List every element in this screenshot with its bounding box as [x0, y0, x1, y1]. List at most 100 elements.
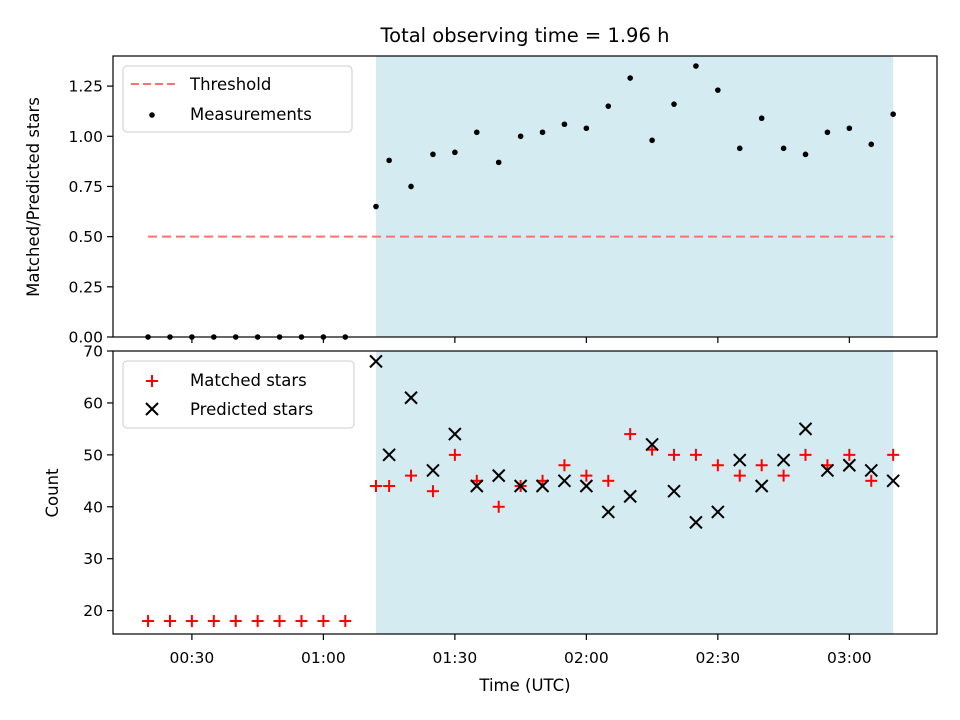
legend-matched-label: Matched stars	[190, 371, 307, 390]
matched-point	[207, 615, 220, 628]
bottom-y-tick-label: 50	[83, 446, 103, 464]
predicted-point	[623, 489, 637, 504]
matched-point	[339, 615, 352, 628]
chart-title: Total observing time = 1.96 h	[380, 24, 670, 47]
measurement-point	[890, 111, 896, 118]
predicted-point	[369, 354, 383, 369]
predicted-point	[426, 463, 440, 478]
matched-point	[865, 474, 878, 487]
legend-threshold-label: Threshold	[189, 75, 271, 94]
matched-point	[558, 459, 571, 472]
measurement-point	[758, 115, 765, 122]
bottom-legend-box	[122, 360, 355, 429]
matched-point	[163, 615, 176, 628]
measurement-point	[824, 129, 831, 136]
x-tick-label: 03:00	[827, 649, 872, 667]
top-y-axis-label: Matched/Predicted stars	[24, 97, 43, 297]
bottom-x-ticks: 00:30 01:00 01:30 02:00 02:30 03:00	[170, 634, 872, 667]
predicted-point	[864, 463, 878, 478]
measurement-point	[386, 157, 392, 164]
measurement-point	[605, 103, 612, 109]
matched-point	[448, 448, 461, 461]
predicted-points	[369, 354, 900, 530]
measurement-point	[736, 145, 743, 152]
matched-point	[185, 615, 198, 628]
matched-point	[777, 469, 790, 482]
predicted-point	[645, 437, 659, 452]
matched-point	[580, 469, 593, 482]
measurement-point	[671, 101, 677, 107]
predicted-point	[776, 453, 791, 467]
predicted-point	[711, 505, 725, 519]
measurement-point	[495, 159, 502, 166]
predicted-point	[667, 484, 681, 498]
matched-point	[369, 480, 382, 493]
x-tick-label: 02:00	[564, 649, 609, 667]
predicted-point	[820, 463, 835, 478]
x-tick-label: 01:00	[301, 649, 346, 667]
predicted-point	[404, 391, 418, 405]
matched-point	[295, 615, 308, 628]
x-tick-label: 00:30	[170, 649, 215, 667]
top-legend: Threshold Measurements	[122, 65, 353, 133]
bottom-y-axis-label: Count	[43, 468, 62, 518]
measurement-point	[561, 121, 568, 128]
top-y-tick-label: 0.50	[68, 228, 103, 246]
bottom-y-tick-label: 20	[83, 602, 103, 620]
measurement-point	[868, 141, 875, 148]
top-y-ticks: 0.00 0.25 0.50 0.75 1.00 1.25	[68, 78, 113, 347]
matched-point	[602, 474, 615, 487]
legend-predicted-label: Predicted stars	[190, 400, 313, 419]
measurement-point	[802, 151, 809, 158]
predicted-point	[842, 458, 857, 472]
matched-point	[799, 448, 812, 461]
matched-point	[843, 448, 856, 461]
predicted-point	[579, 479, 594, 493]
matched-point	[229, 615, 242, 628]
predicted-point	[491, 468, 506, 483]
measurement-point	[517, 133, 524, 140]
measurement-point	[780, 145, 787, 152]
top-y-tick-label: 1.25	[68, 78, 103, 96]
ratio-panel: 0.00 0.25 0.50 0.75 1.00 1.25 Total observing…	[24, 24, 938, 347]
top-y-tick-label: 1.00	[68, 128, 103, 146]
predicted-point	[601, 505, 615, 519]
matched-point	[142, 615, 155, 628]
x-axis-label: Time (UTC)	[478, 676, 570, 695]
measurement-point	[473, 129, 480, 136]
measurement-point	[627, 75, 633, 81]
matched-point	[689, 448, 702, 461]
matched-point	[668, 448, 681, 461]
measurement-point	[583, 125, 590, 132]
predicted-point	[535, 479, 550, 493]
measurement-point	[452, 149, 458, 156]
predicted-point	[798, 422, 813, 436]
legend-measurements-swatch	[149, 112, 155, 118]
top-y-tick-label: 0.75	[68, 178, 103, 196]
matched-point	[426, 485, 439, 498]
matched-point	[317, 615, 330, 628]
matched-point	[755, 459, 768, 472]
top-y-tick-label: 0.00	[68, 329, 103, 347]
bottom-axes-frame	[112, 350, 938, 635]
matched-point	[251, 615, 264, 628]
count-panel: 20 30 40 50 60 70 00:30 01:00 01:30 02:00 02:30 03…	[43, 343, 938, 695]
matched-point	[624, 428, 637, 441]
legend-measurements-label: Measurements	[190, 105, 312, 124]
bottom-y-tick-label: 60	[83, 394, 103, 412]
bottom-y-tick-label: 70	[83, 343, 103, 361]
measurement-point	[715, 87, 721, 93]
predicted-point	[448, 427, 462, 441]
predicted-point	[513, 479, 528, 493]
measurement-point	[539, 129, 546, 136]
bottom-y-tick-label: 40	[83, 498, 103, 516]
predicted-point	[689, 515, 703, 530]
predicted-point	[557, 474, 572, 488]
measurement-point	[649, 137, 655, 144]
top-x-ticks	[191, 337, 850, 343]
matched-point	[273, 615, 286, 628]
x-tick-label: 01:30	[433, 649, 478, 667]
x-tick-label: 02:30	[696, 649, 741, 667]
measurement-point	[408, 183, 414, 190]
